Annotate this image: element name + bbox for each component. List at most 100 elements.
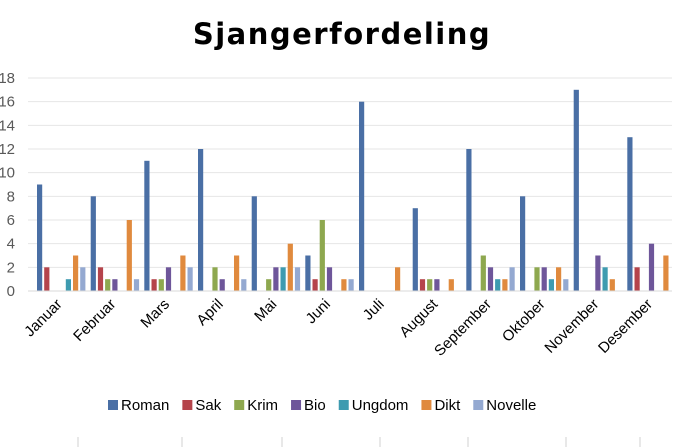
y-tick-label: 2 bbox=[7, 259, 15, 276]
x-tick-label: Mars bbox=[137, 296, 173, 332]
bar-sak-desember bbox=[634, 267, 640, 291]
bar-krim-februar bbox=[105, 279, 111, 291]
bar-roman-mai bbox=[251, 196, 257, 291]
bar-roman-januar bbox=[37, 184, 43, 291]
bar-bio-november bbox=[595, 255, 601, 291]
x-tick-label: September bbox=[431, 296, 495, 360]
gridlines bbox=[28, 77, 672, 268]
legend-label-dikt: Dikt bbox=[434, 397, 461, 414]
x-tick-label: Oktober bbox=[499, 296, 549, 346]
bar-krim-juni bbox=[319, 220, 325, 291]
bottom-dividers bbox=[77, 437, 641, 447]
y-tick-label: 0 bbox=[7, 283, 15, 300]
bar-sak-august bbox=[419, 279, 426, 291]
bar-ungdom-januar bbox=[65, 279, 71, 291]
bar-roman-september bbox=[466, 149, 472, 291]
bar-dikt-september bbox=[502, 279, 508, 291]
legend-label-sak: Sak bbox=[195, 397, 221, 414]
bar-bio-september bbox=[487, 267, 494, 291]
bar-roman-oktober bbox=[520, 196, 526, 291]
bar-bio-april bbox=[219, 279, 225, 291]
bar-dikt-april bbox=[234, 255, 240, 291]
x-tick-label: Juli bbox=[360, 296, 388, 324]
bar-novelle-februar bbox=[133, 279, 140, 291]
bar-ungdom-november bbox=[602, 267, 608, 291]
bar-krim-august bbox=[427, 279, 433, 291]
bar-dikt-desember bbox=[663, 255, 669, 291]
bar-dikt-juni bbox=[341, 279, 347, 291]
x-tick-label: Mai bbox=[251, 296, 280, 325]
y-tick-label: 12 bbox=[0, 141, 15, 158]
x-tick-label: Januar bbox=[21, 296, 65, 340]
bar-novelle-mai bbox=[294, 267, 301, 291]
legend-swatch-bio bbox=[291, 400, 302, 410]
legend-label-ungdom: Ungdom bbox=[352, 397, 409, 414]
bar-novelle-juni bbox=[348, 279, 354, 291]
x-tick-label: April bbox=[193, 296, 226, 329]
bar-roman-februar bbox=[90, 196, 96, 291]
legend-label-krim: Krim bbox=[247, 397, 278, 414]
y-tick-label: 6 bbox=[7, 212, 15, 229]
bar-dikt-januar bbox=[73, 255, 79, 291]
bar-krim-mars bbox=[158, 279, 164, 291]
bar-sak-juni bbox=[312, 279, 318, 291]
bar-novelle-september bbox=[509, 267, 515, 291]
x-tick-label: Desember bbox=[595, 296, 656, 357]
x-tick-label: November bbox=[541, 296, 602, 357]
bar-novelle-oktober bbox=[563, 279, 569, 291]
bar-roman-mars bbox=[144, 160, 150, 291]
legend-swatch-dikt bbox=[421, 400, 432, 410]
legend-label-roman: Roman bbox=[121, 397, 169, 414]
bar-sak-mars bbox=[151, 279, 157, 291]
bar-roman-november bbox=[573, 89, 579, 291]
bar-krim-oktober bbox=[534, 267, 540, 291]
x-axis-ticks: Januar Februar Mars April Mai Juni Juli AugustS… bbox=[21, 295, 656, 359]
bar-ungdom-mai bbox=[280, 267, 286, 291]
bar-roman-april bbox=[198, 149, 204, 291]
x-tick-label: August bbox=[396, 295, 442, 341]
bar-sak-februar bbox=[97, 267, 104, 291]
bar-bio-desember bbox=[648, 243, 655, 291]
legend-swatch-ungdom bbox=[338, 400, 349, 410]
bar-roman-desember bbox=[627, 137, 633, 291]
legend-swatch-roman bbox=[108, 400, 118, 410]
bar-bio-oktober bbox=[541, 267, 547, 291]
bar-bio-august bbox=[434, 279, 440, 291]
bar-bio-mars bbox=[165, 267, 172, 291]
legend-label-bio: Bio bbox=[304, 397, 326, 414]
bar-dikt-februar bbox=[126, 220, 132, 291]
bar-dikt-oktober bbox=[556, 267, 562, 291]
bar-sak-januar bbox=[44, 267, 50, 291]
bar-bio-februar bbox=[112, 279, 118, 291]
bar-novelle-april bbox=[241, 279, 247, 291]
y-tick-label: 16 bbox=[0, 94, 15, 111]
bar-dikt-november bbox=[609, 279, 615, 291]
y-tick-label: 8 bbox=[7, 188, 15, 205]
bar-krim-april bbox=[212, 267, 218, 291]
bar-dikt-juli bbox=[395, 267, 401, 291]
bar-roman-juli bbox=[359, 101, 365, 291]
legend-label-novelle: Novelle bbox=[486, 397, 536, 414]
bar-roman-august bbox=[412, 208, 418, 291]
x-tick-label: Juni bbox=[303, 296, 334, 327]
bar-novelle-mars bbox=[187, 267, 193, 291]
bar-roman-juni bbox=[305, 255, 311, 291]
y-tick-label: 4 bbox=[7, 236, 15, 253]
bar-bio-juni bbox=[326, 267, 333, 291]
y-tick-label: 18 bbox=[0, 70, 15, 87]
legend-swatch-novelle bbox=[473, 400, 484, 410]
bar-dikt-august bbox=[448, 279, 454, 291]
bars bbox=[37, 89, 669, 291]
chart-title: Sjangerfordeling bbox=[193, 17, 491, 51]
bar-krim-mai bbox=[266, 279, 272, 291]
bar-dikt-mars bbox=[180, 255, 186, 291]
bar-novelle-januar bbox=[80, 267, 86, 291]
legend-swatch-krim bbox=[234, 400, 245, 410]
bar-ungdom-september bbox=[495, 279, 501, 291]
bar-dikt-mai bbox=[287, 243, 293, 291]
y-axis-ticks: 0 2 4 6 8 10 12 14 16 18 bbox=[0, 70, 15, 300]
y-tick-label: 10 bbox=[0, 165, 15, 182]
bar-krim-september bbox=[480, 255, 486, 291]
y-tick-label: 14 bbox=[0, 117, 15, 134]
